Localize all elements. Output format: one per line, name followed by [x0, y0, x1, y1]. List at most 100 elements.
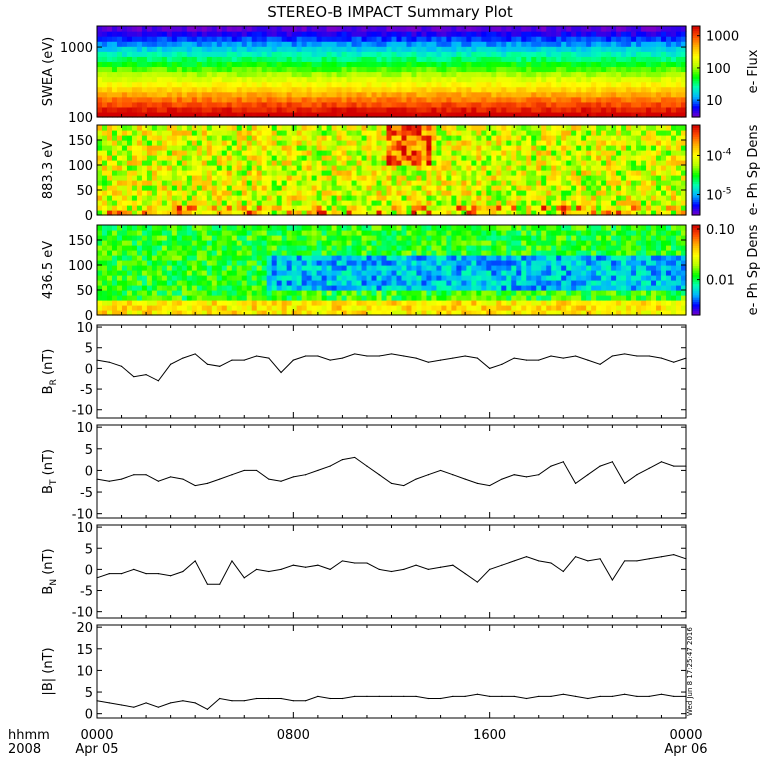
- heatmap-cell: [232, 200, 238, 206]
- heatmap-cell: [636, 72, 642, 78]
- heatmap-cell: [147, 245, 153, 251]
- heatmap-cell: [217, 87, 223, 93]
- heatmap-cell: [636, 56, 642, 62]
- heatmap-cell: [556, 180, 562, 186]
- heatmap-cell: [401, 51, 407, 57]
- heatmap-cell: [651, 46, 657, 52]
- heatmap-cell: [506, 130, 512, 136]
- heatmap-cell: [571, 92, 577, 98]
- heatmap-cell: [546, 107, 552, 113]
- heatmap-cell: [416, 150, 422, 156]
- heatmap-cell: [197, 56, 203, 62]
- heatmap-cell: [127, 125, 133, 131]
- heatmap-cell: [406, 92, 412, 98]
- heatmap-cell: [481, 72, 487, 78]
- heatmap-cell: [666, 41, 672, 47]
- heatmap-cell: [387, 82, 393, 88]
- heatmap-cell: [327, 66, 333, 72]
- heatmap-cell: [626, 165, 632, 171]
- heatmap-cell: [506, 66, 512, 72]
- heatmap-cell: [541, 97, 547, 103]
- heatmap-cell: [137, 107, 143, 113]
- heatmap-cell: [122, 190, 128, 196]
- heatmap-cell: [491, 175, 497, 181]
- heatmap-cell: [411, 77, 417, 83]
- heatmap-cell: [182, 205, 188, 211]
- heatmap-cell: [257, 170, 263, 176]
- heatmap-cell: [302, 26, 308, 32]
- heatmap-cell: [132, 72, 138, 78]
- heatmap-cell: [172, 26, 178, 32]
- heatmap-cell: [571, 36, 577, 42]
- heatmap-cell: [367, 195, 373, 201]
- heatmap-cell: [207, 165, 213, 171]
- heatmap-cell: [661, 31, 667, 37]
- heatmap-cell: [247, 200, 253, 206]
- heatmap-cell: [112, 145, 118, 151]
- heatmap-cell: [531, 150, 537, 156]
- heatmap-cell: [591, 160, 597, 166]
- heatmap-cell: [377, 135, 383, 141]
- heatmap-cell: [222, 87, 228, 93]
- heatmap-cell: [132, 145, 138, 151]
- heatmap-cell: [596, 145, 602, 151]
- heatmap-cell: [307, 77, 313, 83]
- heatmap-cell: [212, 160, 218, 166]
- heatmap-cell: [177, 255, 183, 261]
- heatmap-cell: [581, 140, 587, 146]
- heatmap-cell: [456, 180, 462, 186]
- heatmap-cell: [292, 165, 298, 171]
- heatmap-cell: [446, 170, 452, 176]
- heatmap-cell: [302, 46, 308, 52]
- heatmap-cell: [127, 150, 133, 156]
- heatmap-cell: [636, 66, 642, 72]
- heatmap-cell: [147, 240, 153, 246]
- heatmap-cell: [172, 36, 178, 42]
- heatmap-cell: [102, 77, 108, 83]
- heatmap-cell: [347, 150, 353, 156]
- heatmap-cell: [416, 87, 422, 93]
- heatmap-cell: [212, 225, 218, 231]
- heatmap-cell: [382, 36, 388, 42]
- heatmap-cell: [596, 72, 602, 78]
- heatmap-cell: [571, 145, 577, 151]
- heatmap-cell: [227, 190, 233, 196]
- heatmap-cell: [147, 205, 153, 211]
- heatmap-cell: [162, 290, 168, 296]
- heatmap-cell: [307, 130, 313, 136]
- heatmap-cell: [232, 26, 238, 32]
- heatmap-cell: [132, 275, 138, 281]
- heatmap-cell: [107, 97, 113, 103]
- heatmap-cell: [152, 250, 158, 256]
- heatmap-cell: [302, 145, 308, 151]
- heatmap-cell: [307, 205, 313, 211]
- heatmap-cell: [112, 150, 118, 156]
- heatmap-cell: [312, 135, 318, 141]
- heatmap-cell: [247, 41, 253, 47]
- heatmap-cell: [382, 170, 388, 176]
- heatmap-cell: [626, 195, 632, 201]
- heatmap-cell: [147, 150, 153, 156]
- heatmap-cell: [137, 260, 143, 266]
- heatmap-cell: [466, 165, 472, 171]
- heatmap-cell: [576, 195, 582, 201]
- heatmap-cell: [222, 82, 228, 88]
- heatmap-cell: [217, 31, 223, 37]
- heatmap-cell: [172, 31, 178, 37]
- heatmap-cell: [357, 135, 363, 141]
- heatmap-cell: [97, 250, 103, 256]
- heatmap-cell: [192, 107, 198, 113]
- heatmap-cell: [526, 155, 532, 161]
- heatmap-cell: [177, 245, 183, 251]
- heatmap-cell: [302, 41, 308, 47]
- heatmap-cell: [446, 130, 452, 136]
- heatmap-cell: [392, 150, 398, 156]
- heatmap-cell: [137, 31, 143, 37]
- heatmap-cell: [242, 36, 248, 42]
- heatmap-cell: [112, 125, 118, 131]
- heatmap-cell: [486, 26, 492, 32]
- heatmap-cell: [217, 170, 223, 176]
- heatmap-cell: [287, 155, 293, 161]
- heatmap-cell: [112, 190, 118, 196]
- heatmap-cell: [596, 51, 602, 57]
